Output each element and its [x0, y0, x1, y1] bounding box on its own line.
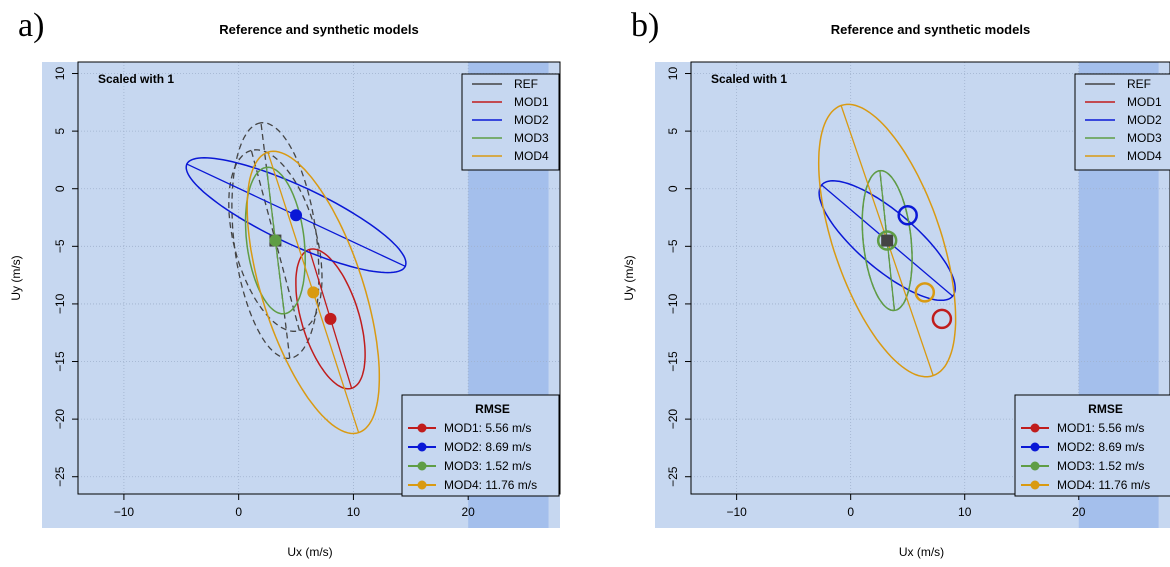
- legend-entry-mod4: MOD4: [514, 149, 549, 163]
- x-tick-label: −10: [114, 505, 135, 519]
- highlight-band-axis: [1078, 494, 1159, 528]
- chart-panel-b: b) Reference and synthetic models −10 0 10 20…: [622, 7, 1170, 559]
- y-tick-label: −25: [53, 466, 67, 487]
- panel-label: b): [631, 7, 659, 44]
- x-tick-label: 20: [1072, 505, 1086, 519]
- y-tick-label: 10: [666, 67, 680, 81]
- markers: [876, 204, 953, 330]
- chart-panel-a: a) Reference and synthetic models −10 0 10 20…: [9, 7, 561, 559]
- x-tick-label: 10: [958, 505, 972, 519]
- plot-frame: [77, 61, 561, 495]
- point-mod2: [897, 204, 918, 226]
- scale-note: Scaled with 1: [98, 72, 174, 86]
- legend-entry-mod3: MOD3: [1127, 131, 1162, 145]
- scale-note: Scaled with 1: [711, 72, 787, 86]
- legend-entry-mod4: MOD4: [1127, 149, 1162, 163]
- legend-entry-mod2: MOD2: [1127, 113, 1162, 127]
- rmse-swatch-dot: [417, 461, 427, 471]
- rmse-entry: MOD3: 1.52 m/s: [1057, 459, 1144, 473]
- legend-entry-ref: REF: [1127, 77, 1151, 91]
- rmse-entry: MOD4: 11.76 m/s: [1057, 478, 1150, 492]
- legend-entry-mod3: MOD3: [514, 131, 549, 145]
- series-legend: REF MOD1 MOD2 MOD3 MOD4: [1074, 73, 1170, 171]
- rmse-swatch-dot: [417, 423, 427, 433]
- point-ref: [881, 234, 894, 247]
- y-tick-label: −10: [53, 293, 67, 314]
- y-tick-label: −10: [666, 293, 680, 314]
- rmse-legend-title: RMSE: [1088, 402, 1123, 416]
- rmse-swatch-dot: [1030, 461, 1040, 471]
- rmse-swatch-dot: [1030, 480, 1040, 490]
- x-tick-label: 0: [847, 505, 854, 519]
- y-tick-label: −5: [666, 239, 680, 253]
- x-tick-label: 10: [347, 505, 361, 519]
- point-mod3: [876, 230, 898, 251]
- y-tick-label: −25: [666, 466, 680, 487]
- series-legend-box: [461, 73, 560, 171]
- chart-title: Reference and synthetic models: [219, 22, 418, 37]
- series-legend: REF MOD1 MOD2 MOD3 MOD4: [461, 73, 560, 171]
- x-axis-label: Ux (m/s): [287, 545, 332, 559]
- rmse-entry: MOD2: 8.69 m/s: [444, 440, 531, 454]
- rmse-swatch-dot: [417, 442, 427, 452]
- y-axis-label: Uy (m/s): [9, 255, 23, 300]
- y-axis-label: Uy (m/s): [622, 255, 636, 300]
- y-tick-label: −15: [666, 351, 680, 372]
- y-tick-label: 0: [666, 185, 680, 192]
- y-tick-label: 5: [666, 127, 680, 134]
- y-tick-label: −5: [53, 239, 67, 253]
- point-mod1: [931, 308, 953, 330]
- rmse-legend-title: RMSE: [475, 402, 510, 416]
- rmse-legend-box: [401, 394, 560, 497]
- rmse-swatch-dot: [1030, 423, 1040, 433]
- rmse-swatch-dot: [417, 480, 427, 490]
- point-mod4: [307, 286, 320, 299]
- ellipse-ref: [228, 149, 323, 332]
- y-tick-label: −20: [53, 409, 67, 430]
- markers: [269, 209, 337, 325]
- highlight-band-axis: [468, 494, 549, 528]
- rmse-legend-box: [1014, 394, 1170, 497]
- y-tick-label: 5: [53, 127, 67, 134]
- rmse-entry: MOD2: 8.69 m/s: [1057, 440, 1144, 454]
- legend-entry-ref: REF: [514, 77, 538, 91]
- ellipse-mod2: [818, 180, 956, 302]
- rmse-legend: RMSE MOD1: 5.56 m/s MOD2: 8.69 m/s MOD3: 1.…: [1014, 394, 1170, 497]
- legend-entry-mod1: MOD1: [1127, 95, 1162, 109]
- legend-entry-mod1: MOD1: [514, 95, 549, 109]
- point-mod3: [269, 234, 282, 247]
- series-legend-box: [1074, 73, 1170, 171]
- plot-frame: [690, 61, 1170, 495]
- rmse-legend: RMSE MOD1: 5.56 m/s MOD2: 8.69 m/s MOD3: 1.…: [401, 394, 560, 497]
- rmse-entry: MOD1: 5.56 m/s: [1057, 421, 1144, 435]
- x-tick-label: 20: [462, 505, 476, 519]
- x-tick-label: −10: [726, 505, 747, 519]
- y-tick-label: −20: [666, 409, 680, 430]
- legend-entry-mod2: MOD2: [514, 113, 549, 127]
- y-tick-label: 0: [53, 185, 67, 192]
- x-axis-label: Ux (m/s): [899, 545, 944, 559]
- rmse-entry: MOD4: 11.76 m/s: [444, 478, 537, 492]
- y-tick-label: 10: [53, 67, 67, 81]
- rmse-entry: MOD3: 1.52 m/s: [444, 459, 531, 473]
- y-tick-label: −15: [53, 351, 67, 372]
- point-mod2: [290, 209, 303, 222]
- rmse-swatch-dot: [1030, 442, 1040, 452]
- point-mod1: [324, 312, 337, 325]
- rmse-entry: MOD1: 5.56 m/s: [444, 421, 531, 435]
- ellipse-mod2: [185, 157, 407, 274]
- point-mod4: [914, 282, 936, 303]
- x-tick-label: 0: [235, 505, 242, 519]
- panel-label: a): [18, 7, 44, 44]
- chart-title: Reference and synthetic models: [831, 22, 1030, 37]
